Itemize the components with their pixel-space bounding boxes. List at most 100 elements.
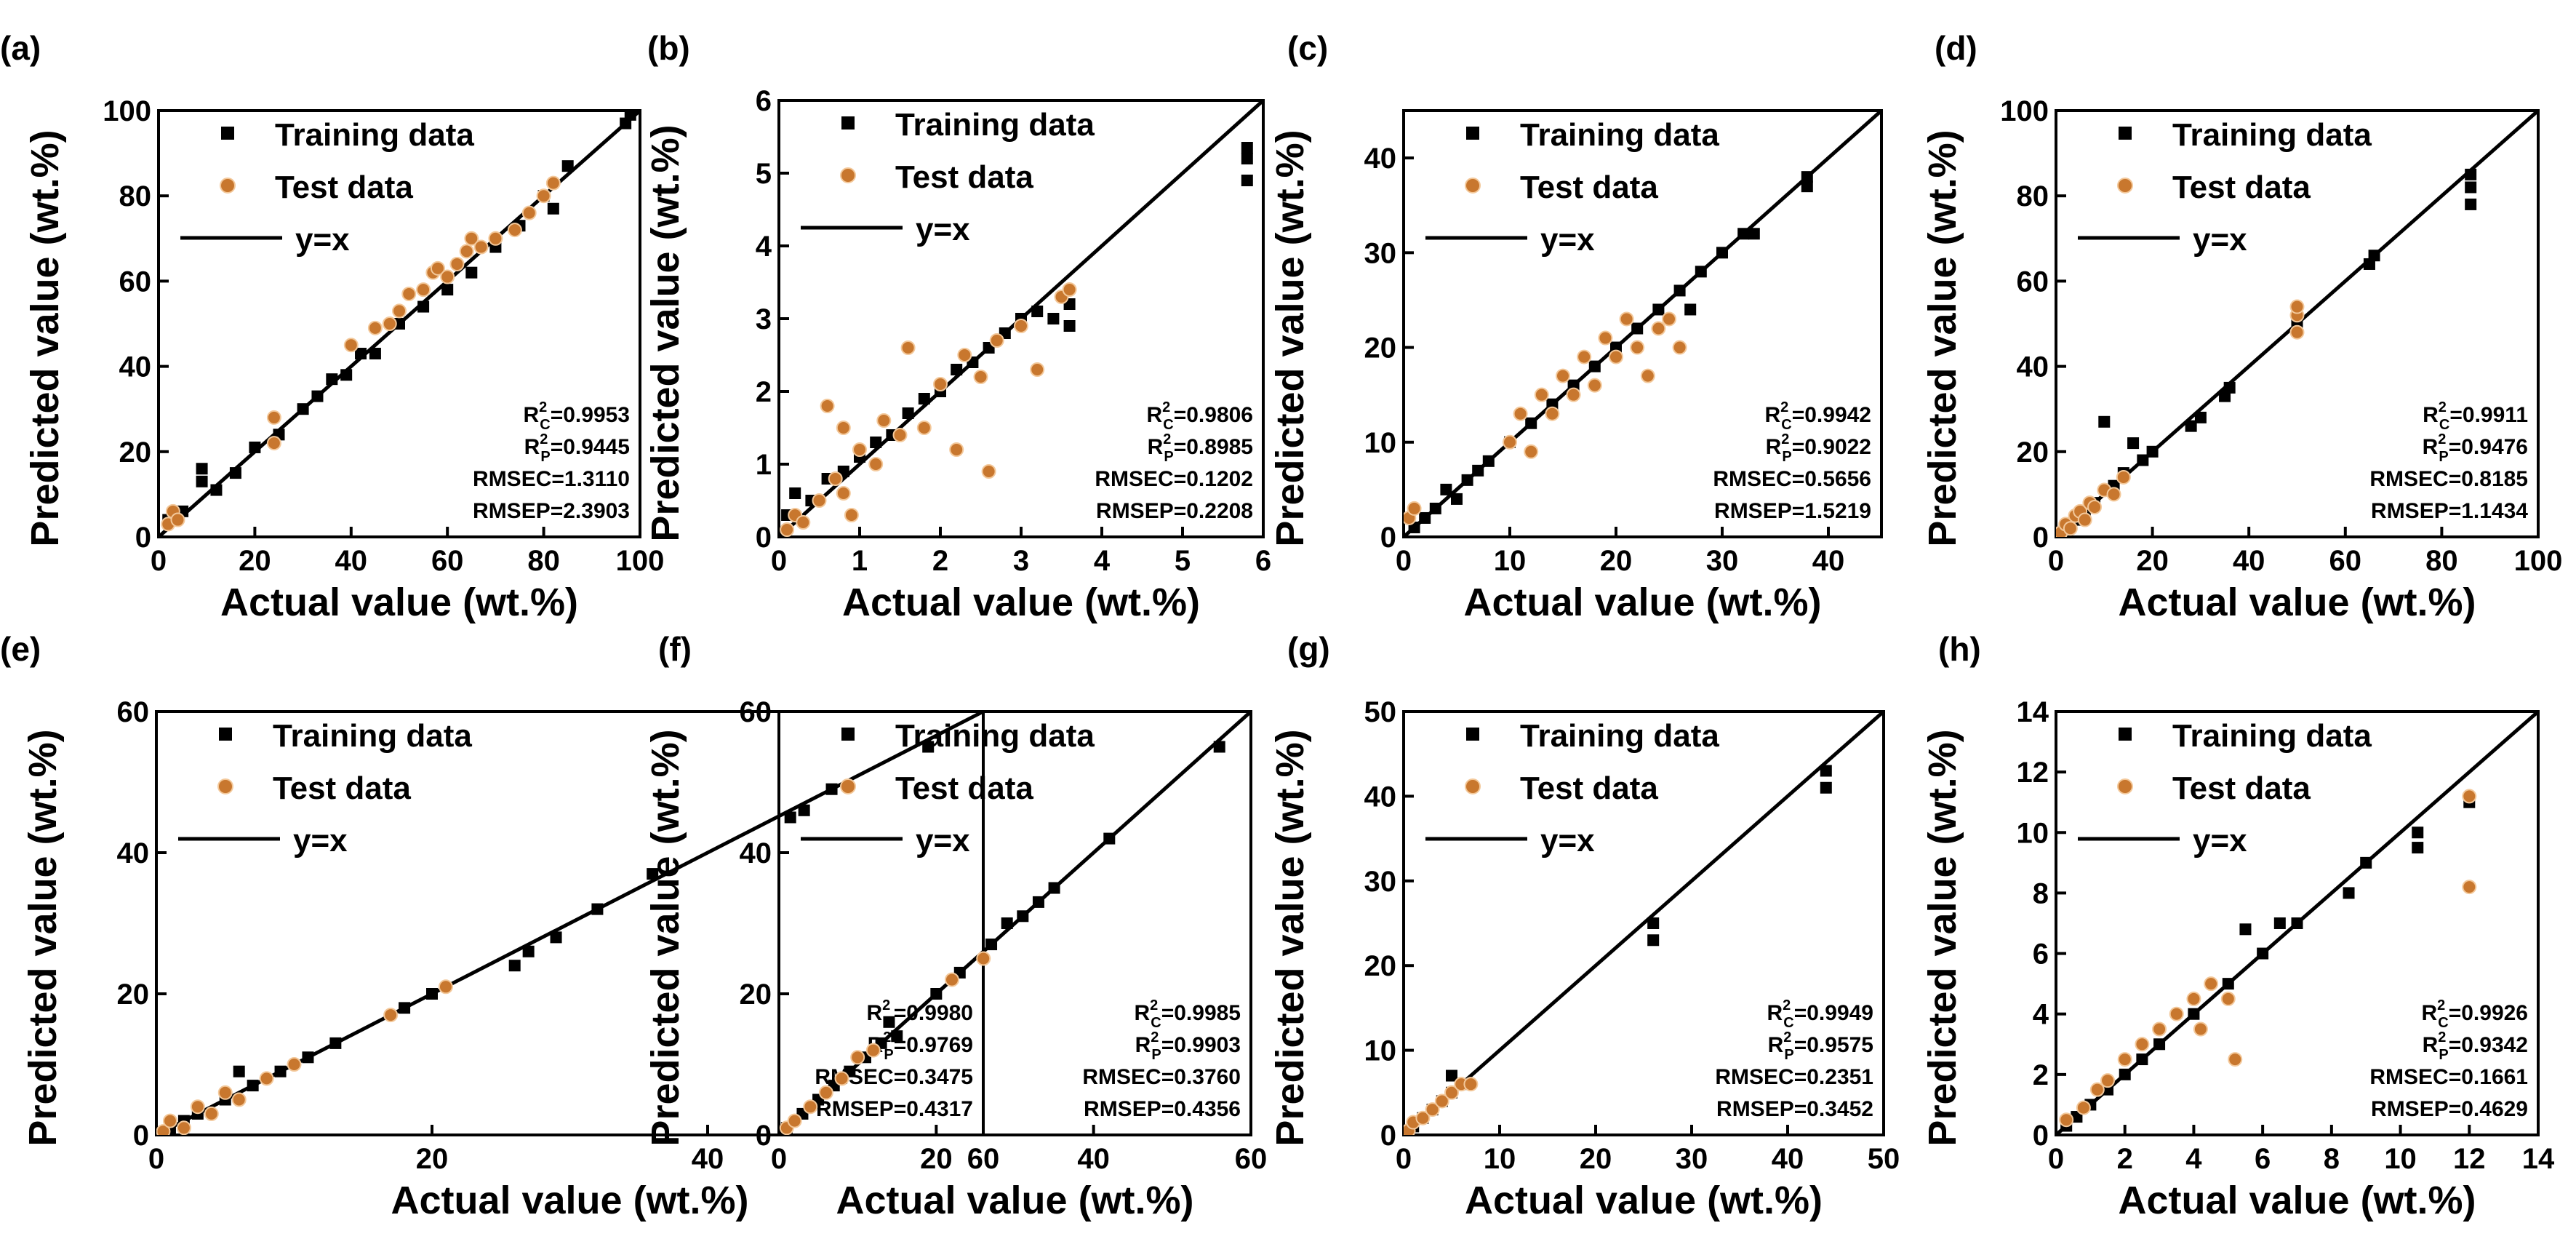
x-tick-label: 12 (2453, 1143, 2486, 1175)
test-point (1662, 311, 1676, 327)
y-tick-label: 0 (756, 1120, 772, 1152)
test-point (900, 340, 916, 355)
legend: Training data Test data y=x (2078, 117, 2372, 258)
test-point (1556, 368, 1570, 383)
legend-label: Training data (275, 117, 474, 153)
legend: Training data Test data y=x (178, 718, 472, 858)
training-point (2360, 856, 2372, 869)
test-point (2289, 299, 2305, 314)
y-axis-title: Predicted value (wt.%) (1921, 729, 1964, 1146)
test-point (1415, 1110, 1431, 1125)
metric-text: R2 C=0.9953 (523, 399, 630, 433)
legend-square-icon (219, 728, 232, 741)
metric-text: R2 C=0.9911 (2423, 399, 2528, 433)
test-point (507, 223, 522, 238)
test-point (1651, 321, 1666, 336)
test-point (1672, 340, 1687, 355)
y-axis-title: Predicted value (wt.%) (1921, 130, 1964, 546)
y-tick-label: 12 (2017, 757, 2049, 789)
panel-label: (a) (0, 29, 41, 67)
plot-frame (777, 710, 1252, 1136)
test-point (981, 464, 996, 479)
legend: Training data Test data y=x (801, 718, 1095, 858)
test-point (1444, 1085, 1459, 1100)
legend-square-icon (841, 728, 855, 741)
x-tick-label: 10 (2384, 1143, 2417, 1175)
training-point (1820, 765, 1832, 777)
test-point (2116, 469, 2131, 485)
training-point (2465, 198, 2477, 210)
x-tick-label: 0 (1396, 545, 1412, 577)
metric-text: R2 C=0.9985 (1134, 997, 1241, 1031)
legend-label: Test data (275, 170, 413, 205)
metric-text: R2C=0.9980 (866, 997, 973, 1031)
metric-text: RMSEC=0.2351 (1715, 1065, 1873, 1089)
panel-label: (g) (1287, 630, 1330, 668)
test-point (876, 413, 892, 428)
legend-label: Training data (895, 718, 1095, 754)
test-point (266, 410, 281, 425)
test-point (1630, 340, 1645, 355)
x-tick-label: 30 (1706, 545, 1739, 577)
x-tick-label: 40 (335, 545, 368, 577)
data-points (1404, 765, 1832, 1135)
test-point (2089, 1082, 2105, 1097)
test-point (416, 282, 431, 298)
x-tick-label: 0 (2048, 1143, 2064, 1175)
test-point (440, 269, 455, 284)
training-point (922, 741, 935, 753)
legend-label: y=x (1540, 823, 1595, 858)
test-point (382, 316, 397, 331)
metric-text: RMSEP=0.4317 (816, 1097, 973, 1121)
training-point (1673, 284, 1686, 297)
y-tick-label: 2 (2033, 1059, 2049, 1091)
legend-label: Test data (2172, 770, 2311, 806)
training-point (1820, 781, 1832, 794)
training-point (1047, 313, 1060, 324)
test-point (231, 1092, 247, 1107)
metric-text: RMSEC=0.3760 (1082, 1065, 1241, 1089)
panel-b: (b) 0 1 2 3 4 5 6 0 1 2 3 4 5 6 Actual value (wt.%) Pred… (644, 29, 1271, 624)
training-point (1032, 896, 1044, 908)
x-tick-label: 30 (1676, 1143, 1708, 1175)
legend-circle-icon (220, 178, 236, 194)
x-tick-label: 20 (1580, 1143, 1612, 1175)
training-point (1001, 917, 1013, 929)
training-point (1241, 153, 1253, 164)
training-point (2098, 415, 2111, 428)
legend-circle-icon (1465, 178, 1481, 194)
training-point (329, 1037, 342, 1049)
test-point (459, 244, 474, 259)
training-point (1652, 303, 1665, 316)
test-point (2220, 991, 2236, 1006)
test-point (1524, 444, 1539, 459)
training-point (1647, 917, 1660, 929)
x-tick-label: 6 (1255, 545, 1271, 577)
data-points (779, 741, 1225, 1135)
test-point (190, 1099, 205, 1115)
test-point (916, 421, 932, 435)
x-tick-label: 20 (416, 1143, 449, 1175)
training-point (2273, 917, 2286, 929)
legend-label: y=x (1540, 222, 1595, 258)
test-point (217, 1085, 233, 1100)
x-axis-title: Actual value (wt.%) (391, 1179, 748, 1222)
y-tick-label: 80 (2017, 180, 2049, 212)
test-point (1598, 330, 1613, 346)
x-axis-title: Actual value (wt.%) (2118, 581, 2476, 624)
y-axis-title: Predicted value (wt.%) (644, 124, 687, 541)
test-point (438, 979, 453, 995)
test-point (2100, 1073, 2116, 1088)
test-point (2204, 976, 2219, 992)
training-point (1801, 180, 1813, 193)
training-point (249, 441, 261, 453)
legend: Training data Test data y=x (1425, 718, 1719, 858)
legend-label: Training data (895, 107, 1095, 143)
test-point (780, 522, 795, 537)
legend-label: y=x (916, 823, 970, 858)
training-point (297, 403, 309, 415)
test-point (2076, 1100, 2091, 1115)
y-axis-title: Predicted value (wt.%) (21, 729, 65, 1146)
test-point (367, 320, 383, 335)
